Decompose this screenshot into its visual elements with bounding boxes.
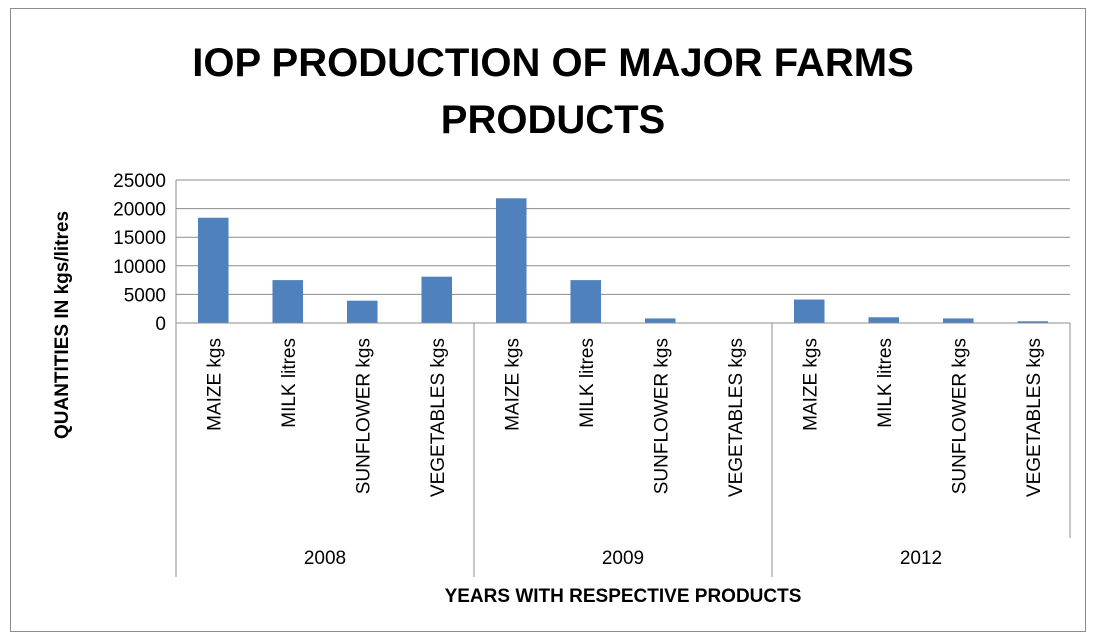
- x-category-label: SUNFLOWER kgs: [949, 338, 970, 494]
- bar: [868, 317, 900, 323]
- x-category-label: MAIZE kgs: [204, 338, 225, 431]
- y-tick-label: 25000: [113, 171, 166, 192]
- y-tick-label: 15000: [113, 228, 166, 249]
- y-tick-label: 20000: [113, 200, 166, 221]
- y-tick-label: 5000: [124, 285, 166, 306]
- x-category-label: SUNFLOWER kgs: [353, 338, 374, 494]
- x-category-label: MILK litres: [279, 338, 300, 428]
- gridlines: [176, 179, 1070, 295]
- x-axis-title: YEARS WITH RESPECTIVE PRODUCTS: [445, 586, 802, 607]
- bar: [197, 217, 229, 323]
- x-category-label: VEGETABLES kgs: [428, 338, 449, 497]
- bar: [272, 280, 304, 323]
- x-group-label: 2009: [602, 548, 644, 569]
- x-category-label: MAIZE kgs: [800, 338, 821, 431]
- x-group-label: 2012: [900, 548, 942, 569]
- bars: [197, 198, 1049, 323]
- x-category-label: SUNFLOWER kgs: [651, 338, 672, 494]
- chart-title-line-1: IOP PRODUCTION OF MAJOR FARMS: [192, 41, 914, 85]
- x-category-label: MILK litres: [577, 338, 598, 428]
- y-tick-label: 0: [155, 314, 166, 335]
- x-category-labels: MAIZE kgs MILK litres SUNFLOWER kgs VEGETAB…: [204, 338, 1045, 569]
- bar: [570, 280, 602, 323]
- bar: [793, 299, 825, 323]
- x-category-label: VEGETABLES kgs: [1024, 338, 1045, 497]
- y-axis-title: QUANTITIES IN kgs/litres: [52, 211, 73, 439]
- bar: [421, 276, 453, 323]
- bar: [346, 300, 378, 323]
- chart-area: [10, 8, 1086, 632]
- chart-title: IOP PRODUCTION OF MAJOR FARMS PRODUCTS: [192, 41, 914, 142]
- bar: [1017, 321, 1049, 323]
- x-category-label: MILK litres: [875, 338, 896, 428]
- x-group-label: 2008: [304, 548, 346, 569]
- y-tick-labels: 0 5000 10000 15000 20000 25000: [113, 171, 166, 335]
- bar: [942, 318, 974, 323]
- y-tick-label: 10000: [113, 257, 166, 278]
- bar: [495, 198, 527, 323]
- x-category-label: VEGETABLES kgs: [726, 338, 747, 497]
- x-category-label: MAIZE kgs: [502, 338, 523, 431]
- bar: [644, 318, 676, 323]
- axes: [175, 180, 1071, 577]
- chart-title-line-2: PRODUCTS: [441, 98, 665, 142]
